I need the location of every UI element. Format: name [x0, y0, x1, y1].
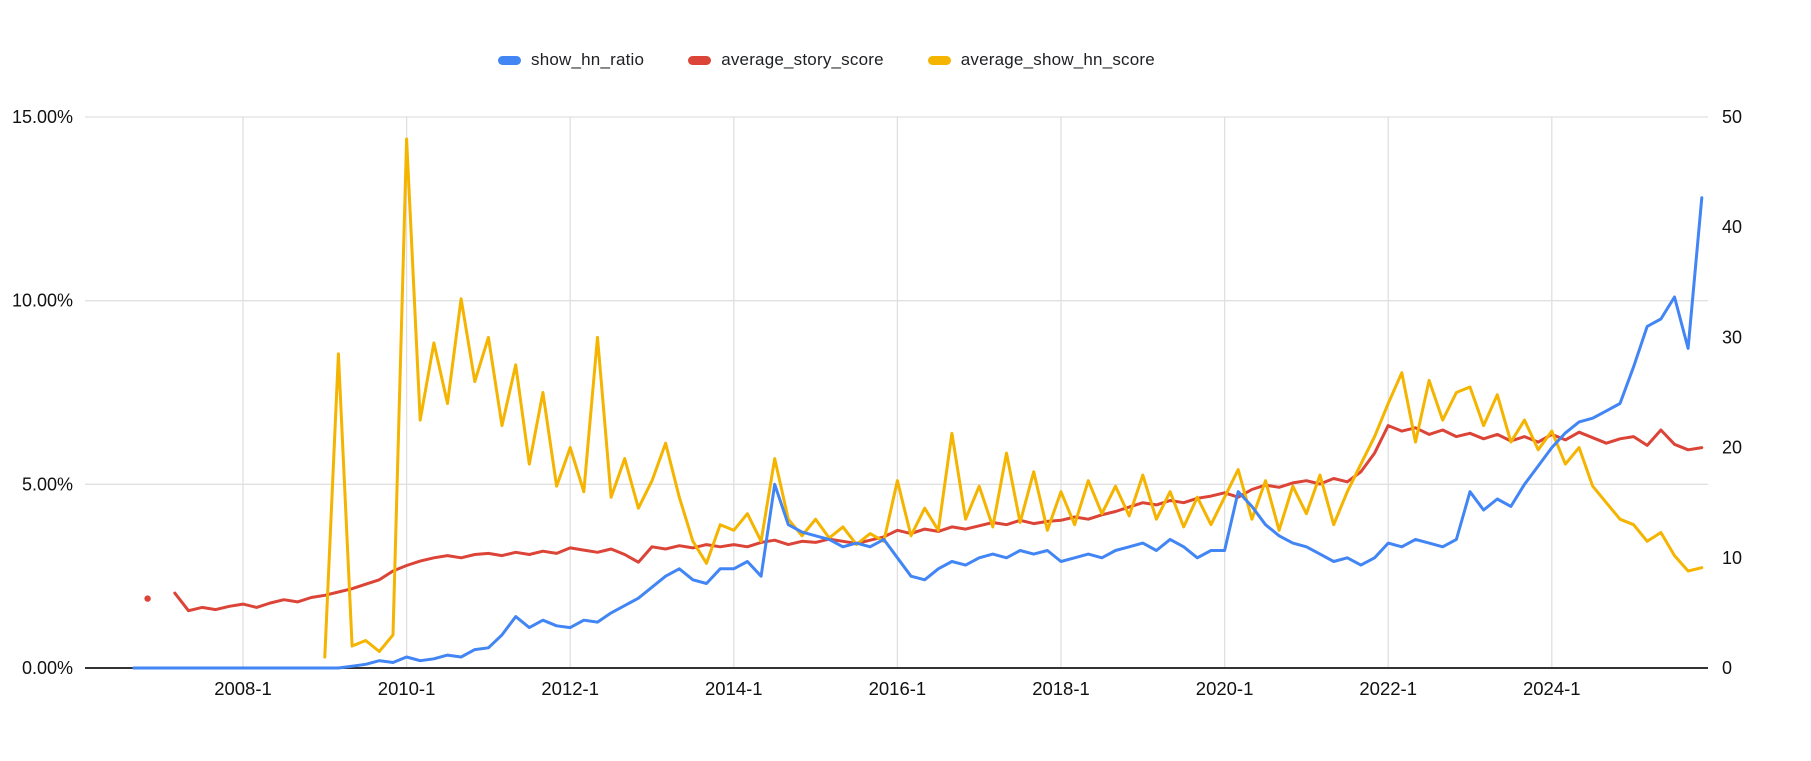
- x-axis-tick-label: 2016-1: [869, 678, 927, 699]
- series-line-average_show_hn_score: [323, 137, 1704, 659]
- legend-item-show-hn-ratio[interactable]: show_hn_ratio: [498, 50, 644, 70]
- x-axis-tick-label: 2010-1: [378, 678, 436, 699]
- y-axis-right-tick-label: 40: [1722, 217, 1742, 237]
- data-point-average_story_score: [144, 595, 151, 602]
- legend-swatch-icon: [688, 55, 712, 65]
- series-line-show_hn_ratio: [132, 196, 1704, 670]
- y-axis-right-tick-label: 0: [1722, 658, 1732, 678]
- legend-swatch-icon: [498, 55, 521, 65]
- x-axis-tick-label: 2018-1: [1032, 678, 1090, 699]
- y-axis-left-tick-label: 15.00%: [12, 107, 73, 127]
- chart-legend: show_hn_ratio average_story_score averag…: [498, 50, 1155, 70]
- x-axis-tick-label: 2014-1: [705, 678, 763, 699]
- x-axis-tick-label: 2008-1: [214, 678, 272, 699]
- y-axis-left-tick-label: 10.00%: [12, 291, 73, 311]
- x-axis-tick-label: 2024-1: [1523, 678, 1581, 699]
- x-axis-tick-label: 2020-1: [1196, 678, 1254, 699]
- series-line-average_story_score: [173, 424, 1704, 613]
- y-axis-left-tick-label: 5.00%: [22, 474, 73, 494]
- legend-label: average_show_hn_score: [960, 50, 1155, 69]
- legend-item-average-show-hn-score[interactable]: average_show_hn_score: [927, 50, 1155, 70]
- legend-swatch-icon: [927, 55, 951, 65]
- legend-label: average_story_score: [721, 50, 884, 69]
- y-axis-right-tick-label: 20: [1722, 438, 1742, 458]
- x-axis-tick-label: 2012-1: [541, 678, 599, 699]
- y-axis-right-tick-label: 10: [1722, 548, 1742, 568]
- y-axis-left-tick-label: 0.00%: [22, 658, 73, 678]
- y-axis-right-tick-label: 30: [1722, 327, 1742, 347]
- legend-label: show_hn_ratio: [531, 50, 645, 69]
- y-axis-right-tick-label: 50: [1722, 107, 1742, 127]
- legend-item-average-story-score[interactable]: average_story_score: [688, 50, 884, 70]
- x-axis-tick-label: 2022-1: [1359, 678, 1417, 699]
